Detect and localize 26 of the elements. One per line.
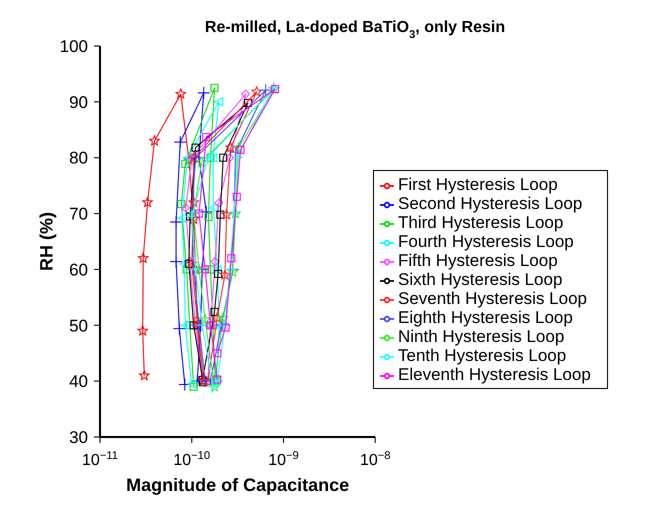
y-axis-title: RH (%) bbox=[36, 212, 56, 271]
y-tick-label: 90 bbox=[69, 92, 88, 112]
legend-label: Sixth Hysteresis Loop bbox=[398, 270, 562, 289]
y-tick-label: 50 bbox=[69, 316, 88, 336]
y-tick-label: 100 bbox=[60, 37, 88, 56]
x-tick-label: 10$^{−11}$ bbox=[82, 450, 118, 469]
x-axis-title: Magnitude of Capacitance bbox=[126, 475, 350, 495]
y-tick-label: 80 bbox=[69, 148, 88, 168]
legend-label: Seventh Hysteresis Loop bbox=[398, 289, 587, 308]
legend-label: Second Hysteresis Loop bbox=[398, 194, 582, 213]
legend-label: Fifth Hysteresis Loop bbox=[398, 251, 558, 270]
legend-label: Fourth Hysteresis Loop bbox=[398, 232, 574, 251]
y-tick-label: 30 bbox=[69, 428, 88, 447]
x-tick-label: 10$^{−10}$ bbox=[173, 450, 210, 469]
x-tick-label: 10$^{−9}$ bbox=[268, 450, 299, 469]
legend-label: Tenth Hysteresis Loop bbox=[398, 346, 566, 365]
chart-title: Re-milled, La-doped BaTiO$_{3}$, only Resin bbox=[204, 19, 506, 41]
y-tick-label: 60 bbox=[69, 260, 88, 280]
legend-label: Eighth Hysteresis Loop bbox=[398, 308, 573, 327]
legend-label: First Hysteresis Loop bbox=[398, 175, 558, 194]
y-tick-label: 70 bbox=[69, 204, 88, 224]
legend-label: Third Hysteresis Loop bbox=[398, 213, 564, 232]
legend-label: Eleventh Hysteresis Loop bbox=[398, 365, 591, 384]
x-tick-label: 10$^{−8}$ bbox=[360, 450, 390, 469]
y-tick-label: 40 bbox=[69, 372, 88, 392]
legend-label: Ninth Hysteresis Loop bbox=[398, 327, 564, 346]
